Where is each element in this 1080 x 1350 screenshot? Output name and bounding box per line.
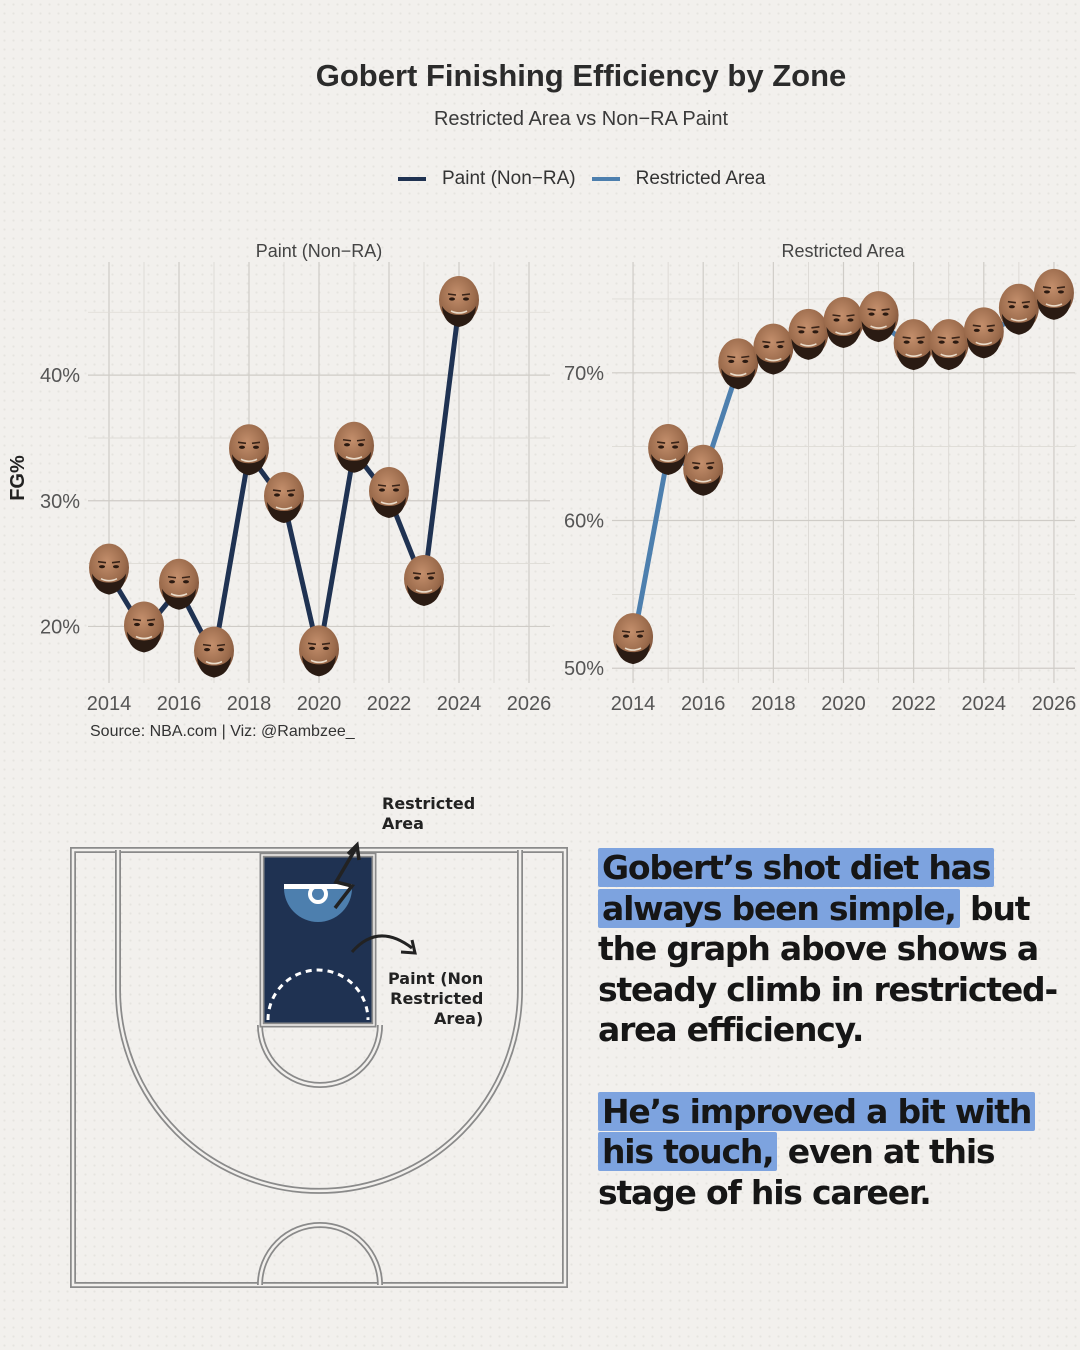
x-tick-label: 2024	[437, 693, 482, 715]
player-head-icon	[228, 423, 270, 477]
paint-area	[259, 852, 377, 1028]
annotation-text-2: even at this stage of his career.	[598, 1132, 996, 1212]
chart-legend: Paint (Non−RA) Restricted Area	[398, 168, 782, 190]
chart-subtitle: Restricted Area vs Non−RA Paint	[433, 108, 729, 130]
player-head-icon	[998, 282, 1040, 336]
x-tick-label: 2018	[751, 693, 796, 715]
facet-panel-restricted: Restricted Area 2014 2016 2018 2020 2022 2024 2…	[564, 241, 1076, 715]
legend-swatch-paint	[398, 177, 426, 181]
y-axis-title: FG%	[7, 455, 29, 501]
player-head-icon	[963, 306, 1005, 360]
court-label-paint: Paint (Non Restricted Area)	[388, 969, 484, 1028]
x-tick-label: 2020	[821, 693, 866, 715]
player-head-icon	[368, 466, 410, 519]
x-tick-label: 2016	[157, 693, 202, 715]
hoop	[308, 884, 328, 904]
source-credit: Source: NBA.com | Viz: @Rambzee_	[90, 723, 355, 740]
free-throw-circle	[257, 1024, 383, 1088]
player-head-icon	[752, 322, 795, 376]
facet-panel-paint: Paint (Non−RA) 2014 2016 2018 2020 2022 2024 20…	[40, 241, 551, 715]
player-head-icon	[333, 420, 375, 474]
arrow-restricted-icon	[333, 847, 358, 910]
x-tick-label: 2020	[297, 693, 342, 715]
player-head-icon	[682, 443, 724, 497]
legend-swatch-ra	[591, 177, 620, 181]
y-tick-label: 20%	[40, 616, 80, 638]
y-tick-label: 30%	[40, 491, 80, 513]
x-tick-label: 2018	[227, 693, 272, 715]
x-tick-label: 2026	[507, 693, 552, 715]
player-head-icon	[298, 624, 340, 678]
facet-title: Restricted Area	[781, 241, 905, 261]
player-head-icon	[927, 318, 970, 371]
annotation-paragraph-2: He’s improved a bit with his touch, even…	[598, 1091, 1068, 1214]
court-label-restricted: Restricted Area	[382, 794, 476, 833]
annotation-paragraph-1: Gobert’s shot diet has always been simpl…	[598, 848, 1068, 1051]
player-head-icon	[717, 337, 760, 391]
player-head-icon	[438, 275, 480, 328]
annotation-text-1: but the graph above shows a steady climb…	[598, 888, 1058, 1050]
legend-item-ra: Restricted Area	[591, 168, 766, 190]
player-head-icon	[787, 308, 830, 361]
x-tick-label: 2016	[681, 693, 726, 715]
y-tick-label: 50%	[564, 658, 604, 680]
x-tick-label: 2026	[1032, 693, 1077, 715]
player-head-icon	[892, 318, 935, 371]
facet-title: Paint (Non−RA)	[256, 241, 383, 261]
arrow-paint-icon	[350, 934, 413, 953]
x-tick-label: 2022	[891, 693, 936, 715]
player-head-icon	[88, 542, 130, 596]
player-head-icon	[612, 612, 654, 665]
restricted-area-zone	[284, 888, 352, 922]
x-tick-label: 2014	[611, 693, 656, 715]
player-head-icon	[403, 554, 445, 607]
y-tick-label: 70%	[564, 363, 604, 385]
charts-svg: FG% Paint (Non−RA) 2014 2016 2018 2020 2022 20…	[7, 241, 1076, 715]
y-tick-label: 40%	[40, 365, 80, 387]
x-tick-label: 2022	[367, 693, 412, 715]
player-head-icon	[647, 423, 689, 476]
court-diagram	[70, 841, 568, 1288]
restricted-arc	[266, 968, 370, 1021]
highlight-1: Gobert’s shot diet has always been simpl…	[598, 848, 995, 928]
player-head-icon	[123, 600, 165, 654]
chart-title: Gobert Finishing Efficiency by Zone	[315, 58, 847, 93]
player-head-icon	[1033, 268, 1075, 321]
annotation-text: Gobert’s shot diet has always been simpl…	[598, 848, 1068, 1254]
legend-label-paint: Paint (Non−RA)	[442, 168, 576, 189]
legend-item-paint: Paint (Non−RA)	[398, 168, 576, 190]
player-head-icon	[263, 471, 305, 524]
y-tick-label: 60%	[564, 511, 604, 533]
x-tick-label: 2014	[87, 693, 132, 715]
x-tick-label: 2024	[962, 693, 1007, 715]
player-head-icon	[822, 296, 865, 349]
center-circle	[257, 1222, 383, 1286]
legend-label-ra: Restricted Area	[635, 168, 766, 189]
player-head-icon	[193, 625, 235, 679]
